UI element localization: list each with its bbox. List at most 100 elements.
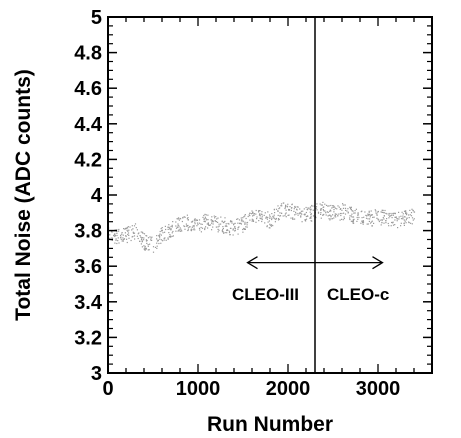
data-point [341, 209, 343, 211]
data-point [246, 226, 248, 228]
data-point [160, 242, 162, 244]
data-point [145, 239, 147, 241]
data-point [327, 215, 329, 217]
data-point [204, 216, 206, 218]
data-point [170, 229, 172, 231]
data-point [259, 210, 261, 212]
data-point [309, 217, 311, 219]
data-point [334, 207, 336, 209]
data-point [294, 218, 296, 220]
data-point [253, 213, 255, 215]
data-point [159, 236, 161, 238]
data-point [329, 209, 331, 211]
data-point [117, 237, 119, 239]
data-point [366, 215, 368, 217]
data-point [371, 214, 373, 216]
data-point [328, 214, 330, 216]
data-point [223, 221, 225, 223]
data-point [178, 225, 180, 227]
data-point [403, 222, 405, 224]
data-point [141, 237, 144, 239]
data-point [340, 208, 342, 210]
data-point [344, 207, 347, 209]
data-point [185, 223, 187, 225]
data-point [367, 218, 369, 220]
data-point [204, 228, 206, 231]
data-point [151, 236, 153, 238]
data-point [234, 229, 236, 232]
data-point [143, 237, 145, 239]
data-point [187, 229, 189, 231]
data-point [347, 211, 349, 213]
data-point [341, 212, 343, 215]
data-point [171, 226, 173, 228]
data-point [160, 228, 162, 230]
data-point [410, 222, 412, 224]
data-point [125, 235, 127, 237]
data-point [202, 216, 204, 218]
data-point [275, 218, 277, 221]
data-point [351, 216, 353, 218]
data-point [351, 213, 353, 215]
data-point [180, 218, 182, 220]
data-point [201, 227, 204, 229]
data-point [136, 235, 138, 237]
data-point [269, 214, 271, 216]
data-point [203, 220, 205, 222]
data-point [170, 236, 172, 238]
data-point [304, 214, 306, 216]
data-point [305, 215, 307, 218]
data-point [383, 218, 385, 220]
data-point [240, 222, 242, 224]
data-point [269, 223, 271, 225]
data-point [261, 211, 263, 213]
data-point [261, 213, 263, 215]
data-point [214, 217, 216, 219]
data-point [405, 222, 407, 224]
data-point [204, 221, 206, 223]
data-point [244, 228, 246, 230]
data-point [408, 214, 410, 216]
data-point [194, 223, 196, 225]
data-point [333, 209, 335, 211]
data-point [239, 222, 241, 225]
data-point [234, 222, 236, 224]
data-point [252, 220, 255, 222]
data-point [238, 219, 241, 221]
data-point [266, 225, 268, 227]
data-point [216, 218, 218, 220]
data-point [369, 222, 372, 224]
data-point [288, 208, 290, 211]
data-point [196, 225, 198, 227]
data-point [198, 222, 200, 224]
data-point [232, 229, 234, 231]
data-point [294, 205, 296, 208]
data-point [180, 228, 182, 230]
data-point [143, 239, 145, 241]
data-point [397, 218, 399, 220]
data-point [132, 228, 134, 230]
data-point [249, 212, 251, 214]
data-point [312, 209, 314, 211]
data-point [224, 232, 226, 234]
data-point [357, 213, 359, 216]
data-point [342, 203, 344, 205]
data-point [406, 217, 408, 219]
data-point [177, 224, 179, 226]
data-point [160, 239, 163, 241]
data-point [207, 227, 209, 229]
data-point [228, 230, 231, 232]
data-point [190, 228, 193, 230]
data-point [395, 216, 397, 218]
data-point [374, 209, 376, 211]
data-point [108, 237, 110, 240]
data-point [328, 218, 330, 220]
data-point [167, 226, 169, 228]
data-point [310, 220, 312, 222]
data-point [369, 218, 371, 220]
data-point [196, 219, 198, 221]
data-point [274, 218, 276, 220]
data-point [294, 206, 296, 208]
arrow-head-right [372, 256, 384, 270]
data-point [144, 245, 146, 247]
